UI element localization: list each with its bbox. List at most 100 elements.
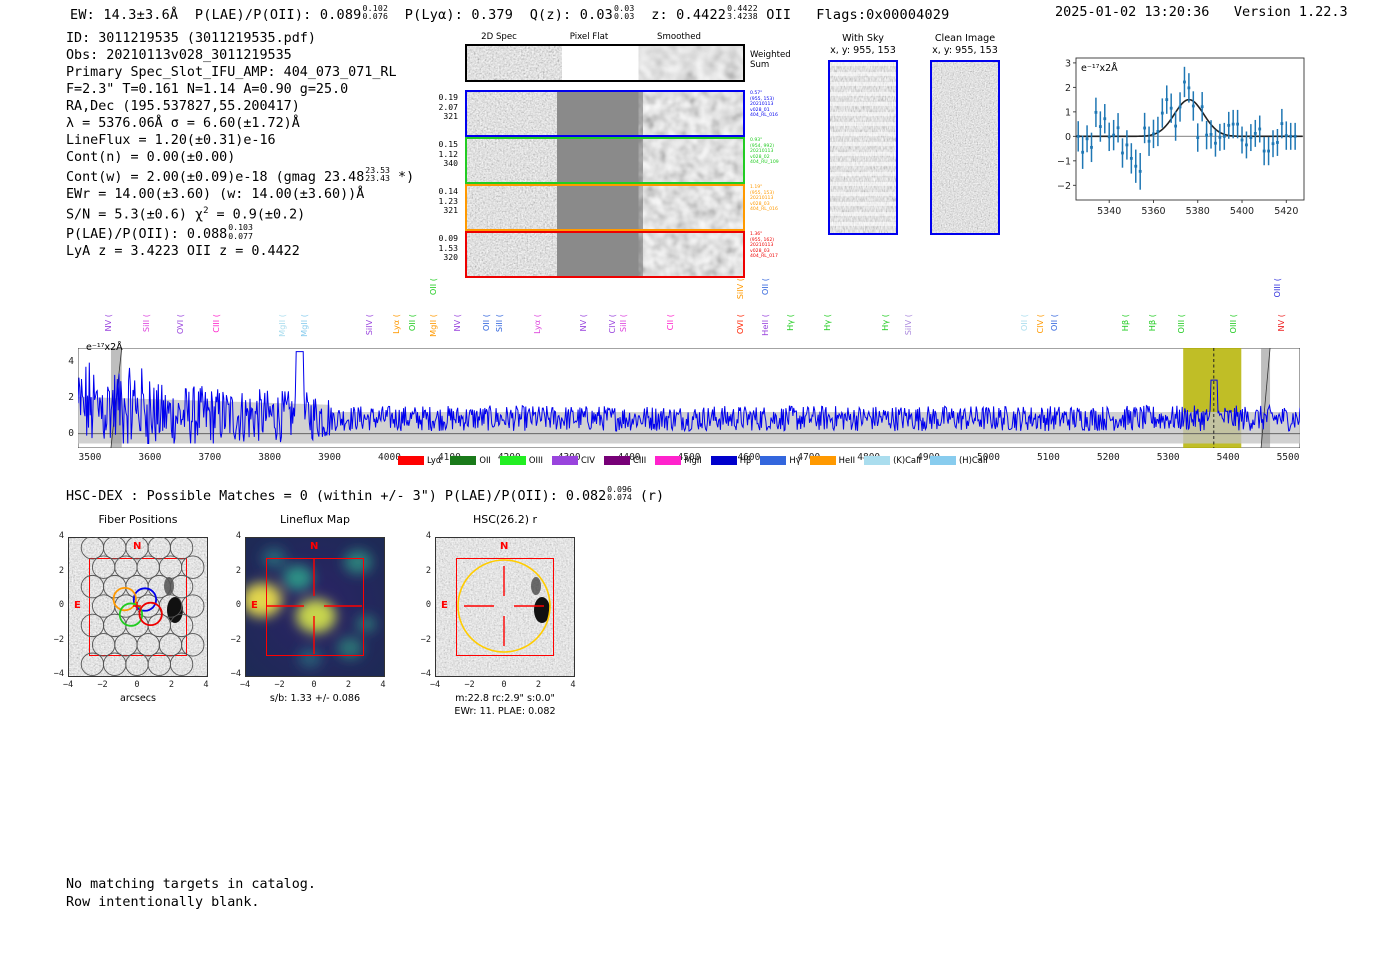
spec2d-row-image: [465, 184, 745, 231]
info-radec: RA,Dec (195.537827,55.200417): [66, 99, 300, 114]
line-id-Lyα: Lyα (: [532, 314, 542, 334]
spec2d-right-value: 404_RU_109: [750, 160, 779, 166]
spec2d-right-value: 404_RL_017: [750, 254, 778, 260]
spectrum-xtick: 5300: [1156, 452, 1180, 463]
panel-red-box-lineflux: [266, 558, 364, 656]
qz-value: 0.03: [579, 7, 613, 23]
spec2d-right-value: 20210113: [750, 196, 774, 202]
line-id-MgII: MgII (: [277, 314, 287, 337]
flags-value: Flags:0x00004029: [816, 7, 950, 23]
info-ewr: EWr = 14.00(±3.60) (w: 14.00(±3.60))Å: [66, 187, 365, 202]
info-id: ID: 3011219535 (3011219535.pdf): [66, 31, 316, 46]
panel-xtick-lineflux: 2: [345, 680, 352, 690]
info-plae-range: 0.103 0.077: [228, 222, 253, 241]
panel-ytick-fiber: −2: [53, 634, 64, 645]
compass-n-hsc: N: [500, 541, 509, 552]
panel-ytick-lineflux: 4: [235, 531, 241, 541]
emission-line-id-labels: NV (SiII (OVI (CIII (MgII (MgII (SiIV (L…: [0, 276, 1400, 350]
svg-text:e⁻¹⁷x2Å: e⁻¹⁷x2Å: [1081, 62, 1118, 74]
legend-item-HeII: HeII: [809, 455, 855, 465]
spectrum-xtick: 5200: [1096, 452, 1120, 463]
line-id-NV: NV (: [578, 314, 588, 332]
cutout-image-clean-image: [930, 60, 1000, 235]
line-id-CII: CII (: [665, 314, 675, 331]
spec2d-row-image: [465, 231, 745, 278]
spec2d-row-right-labels: 1.36" (955, 162) 20210113 v028_03 404_RL_017: [750, 232, 798, 260]
info-cont-n: Cont(n) = 0.00(±0.00): [66, 150, 236, 165]
spec2d-right-value: 0.57": [750, 91, 763, 96]
legend-swatch: [450, 455, 477, 465]
spec2d-right-value: v028_03: [750, 201, 770, 207]
line-id-NV: NV (: [103, 314, 113, 332]
legend-swatch: [398, 455, 424, 465]
spec2d-row-image: [465, 90, 745, 137]
spec2d-right-value: 20210113: [750, 243, 774, 249]
hscdex-summary: HSC-DEX : Possible Matches = 0 (within +…: [66, 484, 665, 504]
legend-label: CIII: [633, 455, 647, 465]
line-id-OII: OII (: [1049, 314, 1059, 332]
panel-xtick-hsc: 2: [535, 680, 542, 690]
line-id-SiIV: SiIV (: [903, 314, 913, 336]
footer-notes: No matching targets in catalog. Row inte…: [66, 876, 316, 911]
panel-ytick-lineflux: 2: [235, 565, 241, 576]
info-lambda: λ = 5376.06Å σ = 6.60(±1.72)Å: [66, 116, 300, 131]
spec2d-right-value: (955, 153): [750, 190, 775, 196]
spectrum-xtick: 5100: [1036, 452, 1060, 463]
spec2d-left-value: 1.23: [438, 195, 459, 206]
line-id-MgII: MgII (: [428, 314, 438, 337]
spec2d-right-value: 1.19": [750, 185, 763, 190]
legend-item-CIV: CIV: [551, 455, 595, 465]
legend-label: OIII: [528, 455, 543, 465]
panel-title-fiber: Fiber Positions: [98, 513, 178, 526]
panel-title-lineflux: Lineflux Map: [279, 513, 351, 526]
spec2d-left-value: 0.09: [438, 233, 459, 243]
spec2d-row-left-labels: 0.09 1.53 320: [428, 233, 459, 263]
source-info-block: ID: 3011219535 (3011219535.pdf) Obs: 202…: [66, 30, 414, 260]
spectrum-annotation: e⁻¹⁷x2Å: [86, 342, 123, 353]
svg-text:5380: 5380: [1186, 206, 1210, 217]
spec2d-left-value: 2.07: [438, 101, 459, 112]
weighted-sum-label: Weighted Sum: [750, 50, 791, 70]
legend-label: (K)CaII: [893, 455, 922, 465]
timestamp: 2025-01-02 13:20:36: [1055, 4, 1210, 20]
spec2d-right-value: (955, 153): [750, 96, 775, 102]
panel-caption-lineflux: s/b: 1.33 +/- 0.086: [269, 693, 361, 704]
svg-text:0: 0: [1065, 132, 1071, 143]
cutout-image-with-sky: [828, 60, 898, 235]
line-id-NV: NV (: [1276, 314, 1286, 332]
qz-label: Q(z):: [529, 7, 572, 23]
spec2d-left-value: 321: [443, 111, 458, 122]
line-id-Hγ: Hγ (: [880, 314, 890, 331]
legend-swatch: [551, 455, 578, 465]
spec2d-left-value: 320: [443, 252, 458, 263]
panel-ytick-lineflux: 0: [235, 600, 241, 610]
legend-label: Hγ: [789, 455, 801, 465]
z-species: OII: [766, 7, 792, 23]
panel-xlabel-fiber: arcsecs: [119, 693, 157, 704]
line-fit-plot: −2 −1 0 1 2 3 5340 5360 5380 5400 5420 e⁻¹⁷x2Å: [1040, 50, 1310, 232]
spectrum-xtick: 3700: [198, 452, 222, 463]
panel-ytick-hsc: 0: [425, 600, 431, 610]
line-id-SiIV: SiIV (: [364, 314, 374, 336]
line-id-OIII: OIII (: [1272, 278, 1282, 298]
legend-swatch: [710, 455, 737, 465]
z-value: 0.4422: [676, 7, 727, 23]
info-redshifts: LyA z = 3.4223 OII z = 0.4422: [66, 244, 300, 260]
legend-item-Hγ: Hγ: [760, 455, 801, 465]
panel-ytick-lineflux: −4: [230, 669, 241, 679]
z-range: 0.4422 3.4238: [727, 3, 758, 22]
full-spectrum-plot: [78, 348, 1300, 448]
line-id-NV: NV (: [452, 314, 462, 332]
panel-xtick-fiber: 4: [203, 680, 209, 690]
panel-red-box-fiber: [89, 558, 187, 656]
panel-xtick-hsc: −2: [464, 680, 475, 690]
spec2d-left-value: 1.12: [438, 148, 459, 159]
spec2d-right-value: v028_02: [750, 154, 770, 160]
panel-xtick-lineflux: −2: [274, 680, 285, 690]
legend-swatch: [499, 455, 526, 465]
line-id-OVI: OVI (: [175, 314, 185, 335]
legend-item-(K)CaII: (K)CaII: [864, 455, 921, 465]
legend-item-CIII: CIII: [604, 455, 646, 465]
panel-ytick-fiber: 0: [58, 600, 64, 610]
spec2d-col-title-pixelflat: Pixel Flat: [569, 32, 609, 42]
